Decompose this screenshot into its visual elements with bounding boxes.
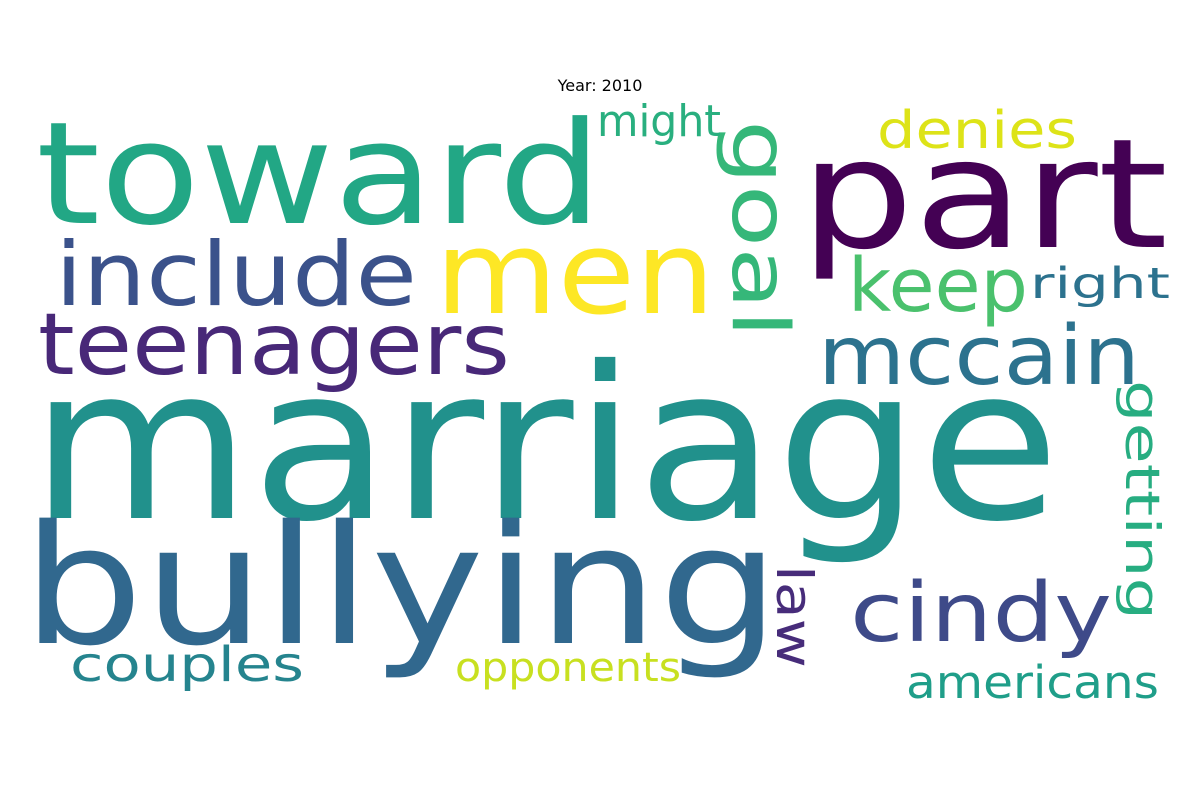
- word-men: men: [435, 207, 715, 341]
- word-cindy: cindy: [850, 566, 1112, 661]
- word-part: part: [800, 106, 1168, 283]
- word-right: right: [1030, 259, 1170, 309]
- word-marriage: marriage: [30, 321, 1060, 568]
- word-americans: americans: [906, 656, 1159, 709]
- word-might: might: [597, 96, 721, 147]
- word-law: law: [765, 565, 823, 668]
- word-goal: goal: [714, 120, 804, 338]
- word-toward: toward: [36, 92, 602, 257]
- word-couples: couples: [70, 637, 304, 693]
- word-opponents: opponents: [455, 645, 681, 691]
- word-mccain: mccain: [818, 309, 1140, 404]
- word-bullying: bullying: [22, 490, 780, 682]
- word-include: include: [55, 223, 417, 326]
- chart-title: Year: 2010: [557, 76, 643, 95]
- word-denies: denies: [877, 101, 1077, 161]
- word-teenagers: teenagers: [38, 295, 510, 395]
- word-keep: keep: [848, 243, 1028, 329]
- word-getting: getting: [1114, 380, 1169, 620]
